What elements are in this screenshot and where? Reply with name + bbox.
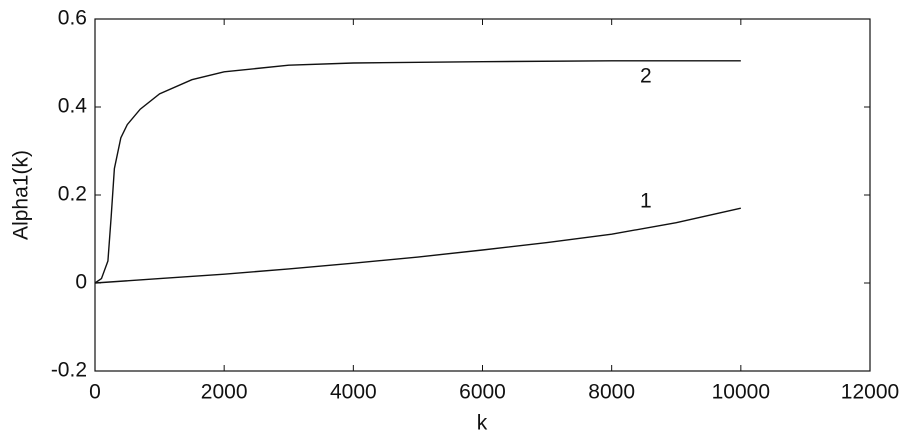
y-tick-label: -0.2 <box>51 359 87 382</box>
y-tick-label: 0.2 <box>58 183 87 206</box>
x-tick-label: 6000 <box>459 381 506 404</box>
x-tick-label: 10000 <box>712 381 770 404</box>
chart: k Alpha1(k) 0 2000 4000 6000 8000 10000 12000 -… <box>0 0 921 437</box>
x-tick-label: 2000 <box>201 381 248 404</box>
series-label: 1 <box>640 190 652 213</box>
line-series <box>95 208 741 283</box>
series-label: 2 <box>640 64 652 87</box>
y-tick-label: 0.4 <box>58 95 88 118</box>
x-tick-label: 8000 <box>588 381 635 404</box>
y-tick-label: 0 <box>75 271 87 294</box>
y-axis-label: Alpha1(k) <box>10 150 33 240</box>
y-tick-label: 0.6 <box>58 7 87 30</box>
plot-frame <box>95 19 870 371</box>
x-tick-label: 4000 <box>330 381 377 404</box>
line-series <box>95 61 741 283</box>
x-tick-label: 12000 <box>841 381 899 404</box>
x-tick-label: 0 <box>89 381 101 404</box>
x-axis-label: k <box>477 412 488 435</box>
